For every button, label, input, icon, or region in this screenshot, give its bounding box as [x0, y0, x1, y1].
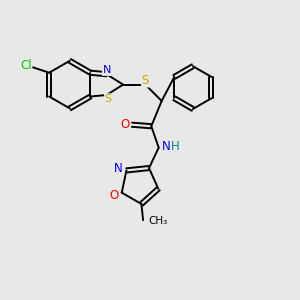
Text: N: N — [103, 65, 111, 75]
Text: S: S — [142, 74, 149, 87]
Text: O: O — [110, 188, 119, 202]
Text: N: N — [114, 162, 123, 176]
Text: N: N — [162, 140, 170, 153]
Text: O: O — [120, 118, 130, 130]
Text: S: S — [105, 94, 112, 104]
Text: CH₃: CH₃ — [148, 216, 168, 226]
Text: H: H — [171, 140, 180, 153]
Text: Cl: Cl — [20, 59, 32, 72]
